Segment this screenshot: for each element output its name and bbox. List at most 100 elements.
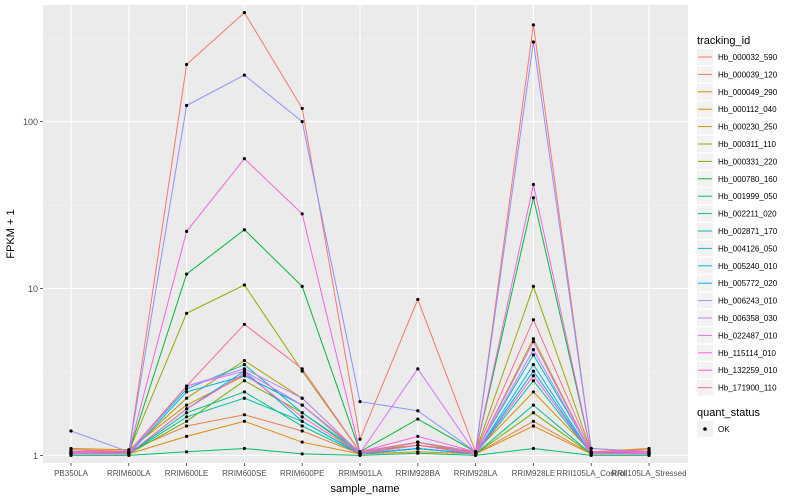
shape-legend-key [703, 427, 707, 431]
data-point [242, 367, 246, 371]
data-point [242, 390, 246, 394]
legend-label: Hb_000049_290 [718, 88, 778, 97]
data-point [589, 450, 593, 454]
data-point [242, 358, 246, 363]
y-tick-label: 100 [23, 117, 38, 127]
legend-label: Hb_002211_020 [718, 210, 777, 219]
data-point [358, 450, 362, 454]
data-point [589, 446, 593, 451]
data-point [300, 411, 304, 415]
x-tick-label: RRII105LA_Stressed [611, 469, 686, 478]
data-point [358, 399, 362, 404]
data-point [531, 369, 536, 373]
x-tick-label: RRIM600SE [222, 469, 266, 478]
legend-label: Hb_000112_040 [718, 105, 777, 114]
data-point [185, 419, 189, 423]
data-point [300, 415, 304, 419]
data-point [185, 411, 189, 415]
data-point [242, 446, 246, 451]
legend-label: Hb_002871_170 [718, 227, 778, 236]
x-tick-label: PB350LA [54, 469, 88, 478]
data-point [647, 452, 651, 456]
data-point [242, 11, 246, 15]
major-gridlines [43, 5, 688, 463]
data-point [242, 413, 246, 417]
shape-legend-title: quant_status [697, 407, 760, 419]
legend-label: Hb_000780_160 [718, 175, 778, 184]
shape-legend-label: OK [718, 425, 730, 434]
data-point [242, 228, 246, 232]
x-tick-label: RRIM928LE [512, 469, 556, 478]
data-point [185, 450, 189, 454]
data-point [242, 419, 246, 423]
data-point [69, 448, 73, 452]
data-point [531, 348, 536, 352]
y-axis: 1 10 100 [23, 117, 43, 461]
data-point [242, 157, 246, 161]
x-tick-label: RRIM901LA [338, 469, 382, 478]
data-point [300, 452, 304, 456]
data-point [531, 40, 536, 44]
data-point [185, 387, 189, 391]
data-point [300, 429, 304, 433]
data-point [474, 450, 478, 454]
data-points [69, 11, 651, 457]
x-tick-label: RRIM600LA [107, 469, 151, 478]
data-point [69, 429, 73, 433]
data-point [185, 396, 189, 400]
data-point [531, 284, 536, 288]
x-tick-label: RRIM600PE [280, 469, 324, 478]
data-point [300, 440, 304, 444]
data-point [242, 396, 246, 400]
data-point [531, 318, 536, 322]
y-tick-label: 10 [28, 284, 38, 294]
legend-label: Hb_171900_110 [718, 384, 777, 393]
data-point [185, 62, 189, 67]
legend-label: Hb_006243_010 [718, 297, 778, 306]
data-point [300, 284, 304, 288]
data-point [531, 23, 536, 27]
data-point [300, 424, 304, 428]
legend-label: Hb_001999_050 [718, 192, 778, 201]
data-point [531, 390, 536, 394]
data-point [531, 419, 536, 423]
data-point [416, 440, 420, 444]
data-point [185, 311, 189, 315]
data-point [416, 446, 420, 451]
legend-label: Hb_000331_220 [718, 157, 778, 166]
x-tick-label: RRIM928BA [396, 469, 441, 478]
data-point [531, 340, 536, 344]
data-point [531, 424, 536, 428]
data-point [531, 374, 536, 378]
data-point [242, 371, 246, 375]
legend-label: Hb_006358_030 [718, 314, 778, 323]
data-point [242, 322, 246, 326]
legend-label: Hb_115114_010 [718, 349, 777, 358]
data-point [300, 367, 304, 371]
y-tick-label: 1 [33, 451, 38, 461]
x-tick-label: RRIM928LA [454, 469, 498, 478]
legend-label: Hb_000039_120 [718, 70, 778, 79]
legend-label: Hb_000032_590 [718, 53, 778, 62]
legend-label: Hb_000230_250 [718, 123, 778, 132]
data-point [242, 379, 246, 383]
data-point [531, 411, 536, 415]
y-axis-title: FPKM + 1 [5, 209, 17, 258]
legend-title: tracking_id [697, 35, 750, 47]
data-point [531, 379, 536, 383]
shape-legend: quant_status OK [697, 407, 760, 437]
data-point [185, 229, 189, 233]
x-axis-title: sample_name [330, 483, 399, 495]
x-tick-label: RRIM600LE [165, 469, 209, 478]
data-point [300, 369, 304, 373]
data-point [416, 417, 420, 421]
data-point [300, 120, 304, 124]
data-point [242, 73, 246, 77]
x-axis: PB350LA RRIM600LA RRIM600LE RRIM600SE RRIM60… [54, 463, 687, 478]
data-point [531, 403, 536, 407]
data-point [300, 403, 304, 407]
data-point [185, 424, 189, 428]
data-point [242, 369, 246, 373]
data-point [185, 407, 189, 411]
data-point [242, 362, 246, 367]
